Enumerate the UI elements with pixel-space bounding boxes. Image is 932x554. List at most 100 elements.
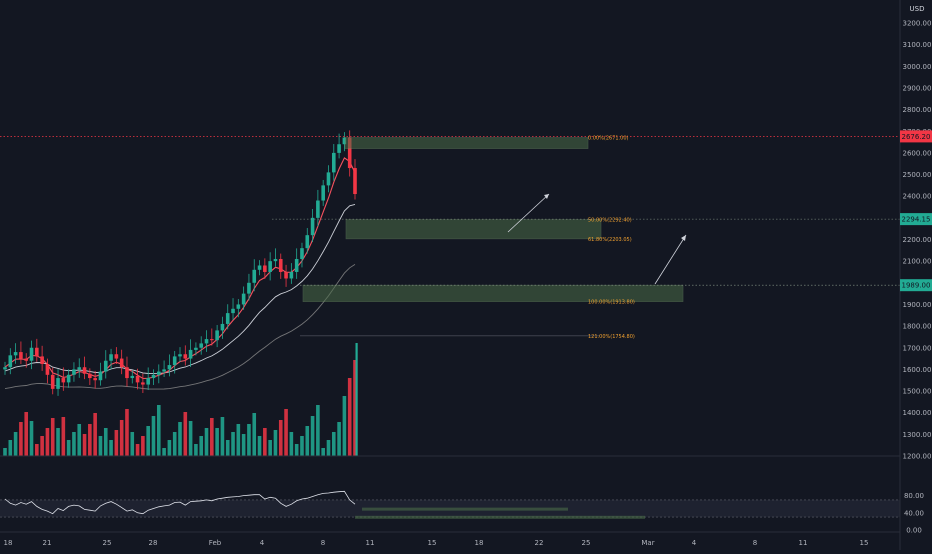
- candle-body[interactable]: [225, 313, 230, 324]
- candle-body[interactable]: [61, 378, 66, 383]
- candle-body[interactable]: [220, 323, 225, 331]
- candle-body[interactable]: [194, 347, 198, 350]
- volume-bar: [268, 440, 272, 456]
- price-tick-label: 1600.00: [903, 366, 932, 374]
- rsi-tick-label: 0.00: [906, 527, 922, 535]
- candle-body[interactable]: [247, 282, 251, 294]
- candle-body[interactable]: [114, 354, 119, 359]
- candle-body[interactable]: [103, 360, 108, 372]
- top-zone[interactable]: [344, 137, 589, 149]
- candle-body[interactable]: [252, 269, 257, 283]
- candle-body[interactable]: [316, 200, 320, 218]
- candle-body[interactable]: [310, 217, 315, 236]
- time-tick-label: 4: [692, 539, 697, 547]
- candle-body[interactable]: [215, 330, 219, 341]
- price-tick-label: 1800.00: [903, 323, 932, 331]
- candle-body[interactable]: [135, 375, 140, 383]
- rsi-line: [4, 490, 356, 515]
- candle-body[interactable]: [19, 352, 23, 359]
- candle-body[interactable]: [278, 258, 283, 272]
- candle-body[interactable]: [141, 382, 145, 385]
- price-pane[interactable]: 0.00%(2671.00) 50.00%(2292.40) 61.80%(2203…: [0, 130, 900, 396]
- candle-body[interactable]: [210, 339, 214, 341]
- candle-body[interactable]: [199, 343, 204, 348]
- time-tick-label: 28: [149, 539, 158, 547]
- price-tick-label: 2400.00: [903, 193, 932, 201]
- rsi-zone-upper[interactable]: [362, 507, 568, 511]
- candle-body[interactable]: [109, 354, 113, 361]
- time-tick-label: 4: [260, 539, 265, 547]
- candle-body[interactable]: [326, 172, 331, 186]
- candle-body[interactable]: [353, 168, 357, 195]
- candle-body[interactable]: [257, 265, 262, 270]
- candle-body[interactable]: [72, 369, 76, 375]
- volume-bar: [278, 420, 283, 456]
- candle-body[interactable]: [300, 248, 304, 259]
- candle-body[interactable]: [98, 371, 103, 381]
- candle-body[interactable]: [146, 378, 150, 385]
- candle-body[interactable]: [284, 271, 288, 279]
- candle-body[interactable]: [263, 265, 267, 272]
- candle-body[interactable]: [204, 339, 209, 344]
- volume-bar: [257, 436, 262, 456]
- volume-bar: [326, 440, 331, 456]
- candle-body[interactable]: [8, 355, 13, 368]
- volume-bar: [247, 424, 251, 456]
- candle-body[interactable]: [241, 293, 246, 305]
- candle-body[interactable]: [77, 367, 82, 370]
- volume-bar: [119, 420, 124, 456]
- candle-body[interactable]: [331, 152, 336, 173]
- candle-body[interactable]: [305, 235, 310, 249]
- candle-body[interactable]: [88, 373, 92, 379]
- candle-body[interactable]: [40, 356, 44, 364]
- candle-body[interactable]: [125, 367, 129, 379]
- candle-body[interactable]: [172, 356, 177, 366]
- candle-body[interactable]: [167, 365, 172, 370]
- candle-body[interactable]: [130, 375, 135, 379]
- candle-body[interactable]: [321, 185, 325, 201]
- candle-body[interactable]: [231, 308, 235, 314]
- volume-bar: [40, 436, 44, 456]
- candle-body[interactable]: [289, 271, 294, 279]
- volume-bar: [156, 405, 161, 456]
- candle-body[interactable]: [337, 144, 341, 153]
- candle-body[interactable]: [236, 304, 241, 309]
- volume-bar: [194, 444, 198, 456]
- candle-body[interactable]: [273, 258, 278, 262]
- candle-body[interactable]: [24, 358, 29, 361]
- candle-body[interactable]: [188, 349, 193, 359]
- candle-body[interactable]: [93, 378, 97, 381]
- candle-body[interactable]: [151, 374, 156, 379]
- volume-bar: [45, 428, 50, 456]
- candle-body[interactable]: [29, 347, 34, 361]
- candle-body[interactable]: [156, 371, 161, 375]
- middle-zone[interactable]: [345, 219, 602, 240]
- candle-body[interactable]: [119, 358, 124, 368]
- candle-body[interactable]: [13, 352, 18, 356]
- candle-body[interactable]: [56, 378, 60, 389]
- candle-body[interactable]: [50, 374, 55, 389]
- volume-bar: [93, 413, 97, 456]
- candle-body[interactable]: [268, 261, 272, 272]
- rsi-zone-lower[interactable]: [355, 515, 645, 519]
- volume-bar: [72, 432, 76, 456]
- candle-body[interactable]: [82, 367, 87, 374]
- candle-body[interactable]: [3, 367, 7, 370]
- candle-body[interactable]: [178, 354, 182, 357]
- volume-bar: [151, 416, 156, 456]
- candle-body[interactable]: [347, 137, 352, 169]
- rsi-tick-label: 40.00: [904, 509, 924, 517]
- candle-body[interactable]: [162, 369, 166, 372]
- candle-body[interactable]: [35, 347, 39, 357]
- time-tick-label: 8: [321, 539, 325, 547]
- rsi-pane[interactable]: [0, 490, 900, 519]
- candle-body[interactable]: [66, 374, 71, 383]
- candle-body[interactable]: [342, 137, 347, 145]
- volume-spike-bar: [355, 343, 358, 456]
- candle-body[interactable]: [294, 258, 299, 272]
- candle-body[interactable]: [183, 354, 188, 359]
- volume-bar: [61, 417, 66, 456]
- candle-body[interactable]: [45, 363, 50, 375]
